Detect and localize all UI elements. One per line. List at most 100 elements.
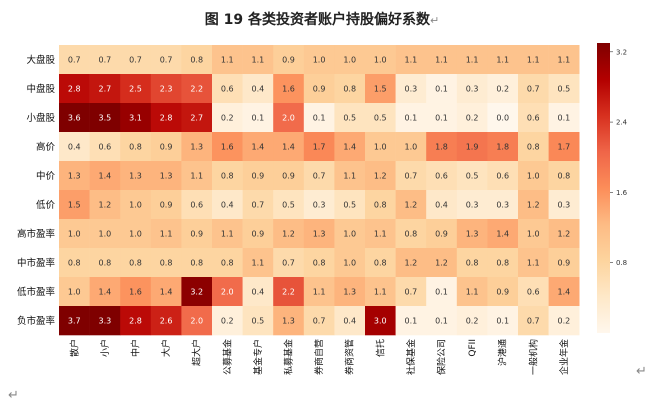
heatmap-cell bbox=[273, 103, 305, 133]
heatmap-cell bbox=[395, 306, 427, 336]
cell-value-label: 0.1 bbox=[435, 114, 448, 123]
heatmap-cell bbox=[456, 306, 488, 336]
heatmap-cell bbox=[518, 190, 549, 220]
heatmap-cell bbox=[120, 103, 152, 133]
cell-value-label: 0.6 bbox=[190, 201, 203, 210]
cell-value-label: 0.8 bbox=[190, 56, 203, 65]
cell-value-label: 1.1 bbox=[160, 230, 173, 239]
cell-value-label: 1.4 bbox=[99, 288, 112, 297]
cell-value-label: 1.1 bbox=[313, 288, 326, 297]
heatmap-cell bbox=[334, 161, 366, 191]
cell-value-label: 1.1 bbox=[374, 230, 387, 239]
heatmap-cell bbox=[548, 190, 580, 220]
heatmap-cell bbox=[59, 45, 90, 75]
cell-value-label: 0.8 bbox=[160, 259, 173, 268]
cell-value-label: 1.2 bbox=[435, 259, 448, 268]
heatmap-cell bbox=[426, 103, 458, 133]
cell-value-label: 1.0 bbox=[343, 259, 356, 268]
cell-value-label: 0.8 bbox=[190, 259, 203, 268]
cell-value-label: 0.9 bbox=[496, 288, 509, 297]
cell-value-label: 1.0 bbox=[313, 56, 326, 65]
heatmap-cell bbox=[212, 74, 243, 104]
cell-value-label: 0.7 bbox=[405, 172, 418, 181]
column-label: 小户 bbox=[99, 339, 111, 357]
heatmap-cell bbox=[242, 74, 274, 104]
cell-value-label: 1.4 bbox=[558, 288, 571, 297]
heatmap-cell bbox=[181, 306, 213, 336]
cell-value-label: 1.0 bbox=[405, 143, 418, 152]
heatmap-cell bbox=[548, 103, 580, 133]
cell-value-label: 0.1 bbox=[435, 317, 448, 326]
cell-value-label: 0.6 bbox=[435, 172, 448, 181]
heatmap-cell bbox=[273, 248, 305, 278]
cell-value-label: 0.6 bbox=[527, 114, 540, 123]
cell-value-label: 1.1 bbox=[374, 288, 387, 297]
cell-value-label: 0.3 bbox=[558, 201, 571, 210]
heatmap-cell bbox=[518, 132, 549, 162]
cell-value-label: 1.3 bbox=[68, 172, 81, 181]
cell-value-label: 0.5 bbox=[343, 201, 356, 210]
heatmap-cell bbox=[426, 306, 458, 336]
row-label: 中市盈率 bbox=[17, 257, 56, 269]
heatmap-cell bbox=[303, 161, 335, 191]
heatmap-cell bbox=[120, 190, 152, 220]
cell-value-label: 1.4 bbox=[99, 172, 112, 181]
heatmap-cell bbox=[303, 103, 335, 133]
colorbar-tick-label: 2.4 bbox=[616, 119, 628, 127]
heatmap-cell bbox=[181, 190, 213, 220]
cell-value-label: 0.8 bbox=[129, 143, 142, 152]
heatmap-cell bbox=[334, 219, 366, 249]
cell-value-label: 0.1 bbox=[252, 114, 265, 123]
cell-value-label: 0.4 bbox=[252, 288, 265, 297]
cell-value-label: 1.4 bbox=[252, 143, 265, 152]
cell-value-label: 0.8 bbox=[527, 143, 540, 152]
row-label: 大盘股 bbox=[26, 54, 55, 66]
cell-value-label: 0.9 bbox=[558, 259, 571, 268]
cell-value-label: 1.0 bbox=[68, 230, 81, 239]
cell-value-label: 1.9 bbox=[466, 143, 479, 152]
cell-value-label: 0.2 bbox=[221, 317, 234, 326]
row-label: 低价 bbox=[36, 199, 56, 211]
cell-value-label: 0.3 bbox=[405, 85, 418, 94]
heatmap-cell bbox=[548, 277, 580, 307]
column-label: 公募基金 bbox=[221, 339, 233, 375]
cell-value-label: 0.8 bbox=[99, 259, 112, 268]
heatmap-cell bbox=[456, 161, 488, 191]
heatmap-cell bbox=[242, 190, 274, 220]
colorbar-tick-label: 3.2 bbox=[616, 48, 627, 56]
cell-value-label: 0.9 bbox=[160, 201, 173, 210]
cell-value-label: 2.5 bbox=[129, 85, 142, 94]
cell-value-label: 1.0 bbox=[527, 172, 540, 181]
cell-value-label: 0.5 bbox=[558, 85, 571, 94]
heatmap-cell bbox=[120, 248, 152, 278]
cell-value-label: 2.2 bbox=[190, 85, 203, 94]
heatmap-cell bbox=[365, 161, 396, 191]
heatmap-cell bbox=[487, 45, 519, 75]
heatmap-cell bbox=[89, 277, 121, 307]
heatmap-cell bbox=[365, 306, 396, 336]
cell-value-label: 1.0 bbox=[343, 230, 356, 239]
heatmap-cell bbox=[150, 161, 182, 191]
heatmap-cell bbox=[120, 45, 152, 75]
heatmap-cell bbox=[303, 306, 335, 336]
heatmap-cell bbox=[242, 45, 274, 75]
cell-value-label: 1.2 bbox=[99, 201, 112, 210]
heatmap-cell bbox=[181, 74, 213, 104]
cell-value-label: 0.8 bbox=[405, 230, 418, 239]
cell-value-label: 1.4 bbox=[282, 143, 295, 152]
heatmap-cell bbox=[59, 306, 90, 336]
heatmap-cell bbox=[548, 74, 580, 104]
heatmap-cell bbox=[150, 248, 182, 278]
heatmap-cell bbox=[426, 219, 458, 249]
heatmap-cell bbox=[181, 161, 213, 191]
cell-value-label: 1.0 bbox=[129, 201, 142, 210]
heatmap-cell bbox=[487, 190, 519, 220]
column-label: 超大户 bbox=[191, 339, 203, 366]
heatmap-cell bbox=[242, 132, 274, 162]
heatmap-cell bbox=[273, 161, 305, 191]
heatmap-cell bbox=[303, 277, 335, 307]
cell-value-label: 0.8 bbox=[221, 259, 234, 268]
heatmap-cell bbox=[273, 45, 305, 75]
cell-value-label: 0.3 bbox=[466, 85, 479, 94]
